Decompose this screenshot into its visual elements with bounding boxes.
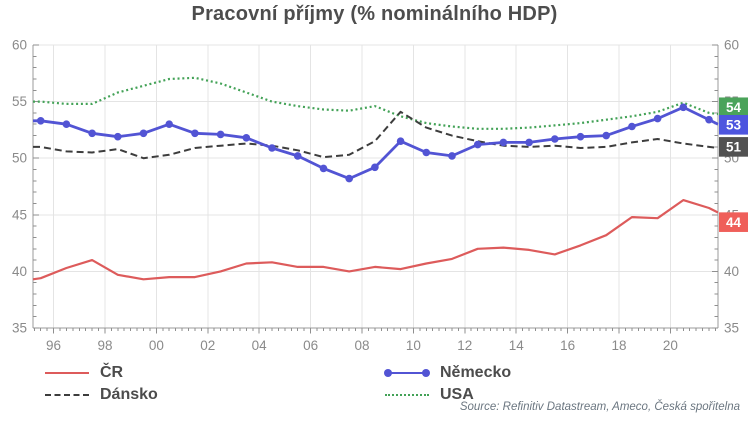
y-axis-labels: 353540404545505055556060 bbox=[12, 38, 739, 336]
legend-item-nemecko: Německo bbox=[384, 362, 512, 384]
y-axis-label-left: 45 bbox=[12, 207, 27, 222]
y-axis-label-left: 55 bbox=[12, 94, 27, 109]
svg-text:51: 51 bbox=[726, 140, 742, 155]
x-axis-label: 16 bbox=[560, 338, 575, 353]
series-markers-nemecko bbox=[36, 103, 713, 183]
chart-title: Pracovní příjmy (% nominálního HDP) bbox=[191, 3, 558, 25]
y-axis-label-left: 50 bbox=[12, 151, 27, 166]
x-axis-label: 18 bbox=[612, 338, 627, 353]
source-note: Source: Refinitiv Datastream, Ameco, Čes… bbox=[459, 401, 740, 413]
x-axis-label: 20 bbox=[663, 338, 678, 353]
end-value-badges: 54 51 53 44 bbox=[719, 97, 748, 232]
end-badge-cr: 44 bbox=[719, 212, 748, 232]
axes bbox=[32, 45, 719, 329]
end-badge-usa: 54 bbox=[719, 97, 748, 118]
legend-swatch-dansko-dashed-line-icon bbox=[45, 394, 89, 396]
x-axis-label: 04 bbox=[252, 338, 268, 353]
axis-ticks bbox=[33, 44, 718, 334]
series-line-usa bbox=[33, 76, 719, 130]
svg-text:44: 44 bbox=[726, 215, 742, 230]
x-axis-label: 10 bbox=[406, 338, 421, 353]
x-axis-label: 12 bbox=[457, 338, 472, 353]
y-axis-label-left: 40 bbox=[12, 264, 27, 279]
legend-label-nemecko: Německo bbox=[440, 364, 512, 381]
x-axis-label: 00 bbox=[149, 338, 164, 353]
x-axis-label: 14 bbox=[509, 338, 525, 353]
y-axis-label-right: 60 bbox=[724, 38, 739, 53]
y-axis-label-left: 35 bbox=[12, 321, 27, 336]
end-badge-nemecko: 53 bbox=[719, 115, 748, 135]
svg-text:53: 53 bbox=[726, 118, 742, 133]
legend-label-usa: USA bbox=[440, 386, 474, 403]
y-axis-label-left: 60 bbox=[12, 38, 27, 53]
series-line-dansko bbox=[33, 110, 719, 160]
x-axis-labels: 96 98 00 02 04 06 08 10 12 14 16 18 20 bbox=[46, 338, 678, 353]
legend-label-cr: ČR bbox=[100, 364, 124, 381]
legend-label-dansko: Dánsko bbox=[100, 386, 158, 403]
x-axis-label: 98 bbox=[97, 338, 112, 353]
x-axis-label: 02 bbox=[200, 338, 215, 353]
legend-swatch-nemecko-marker-line-icon bbox=[384, 368, 430, 377]
svg-text:54: 54 bbox=[726, 100, 742, 115]
chart-legend: ČR Dánsko Německo USA bbox=[0, 360, 749, 406]
x-axis-label: 96 bbox=[46, 338, 61, 353]
x-axis-label: 06 bbox=[303, 338, 318, 353]
series-line-cr bbox=[32, 199, 719, 281]
legend-item-usa: USA bbox=[385, 384, 474, 406]
y-axis-label-right: 40 bbox=[724, 264, 739, 279]
y-axis-label-right: 35 bbox=[724, 321, 739, 336]
x-axis-label: 08 bbox=[354, 338, 369, 353]
grid-lines bbox=[33, 44, 718, 328]
legend-item-cr: ČR bbox=[45, 362, 123, 384]
legend-swatch-usa-dotted-line-icon bbox=[385, 394, 429, 396]
legend-item-dansko: Dánsko bbox=[45, 384, 158, 406]
legend-swatch-cr-line-icon bbox=[45, 372, 89, 374]
end-badge-dansko: 51 bbox=[719, 137, 748, 157]
